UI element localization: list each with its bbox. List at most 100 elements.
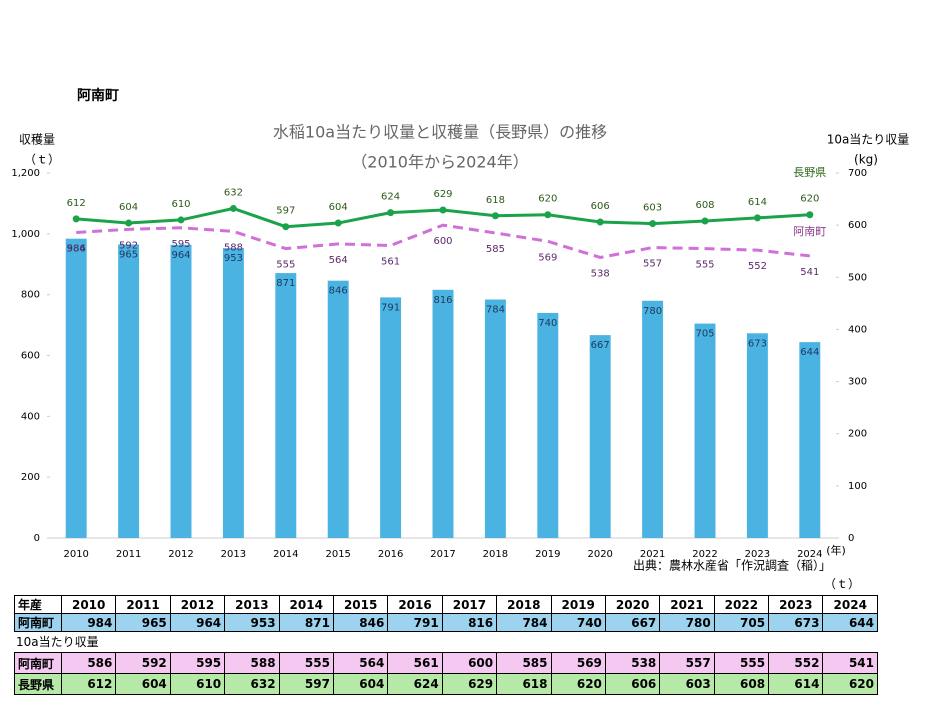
x-tick-label: 2020 (587, 549, 612, 560)
line-label: 561 (381, 256, 400, 267)
line-marker (491, 212, 499, 220)
line-marker (334, 219, 342, 227)
table-cell: 585 (496, 652, 552, 674)
line-label: 620 (538, 194, 557, 205)
line-label: 629 (433, 189, 452, 200)
bar (799, 342, 821, 538)
table-cell: 2020 (604, 595, 661, 614)
table-cell: 608 (713, 673, 770, 695)
table-cell: 614 (768, 673, 824, 695)
table-cell: 618 (496, 673, 552, 695)
table-cell: 871 (278, 613, 334, 632)
line-label: 624 (381, 192, 400, 203)
table-cell: 555 (713, 652, 770, 674)
y2-tick-label: 300 (848, 377, 867, 388)
table-cell: 2014 (278, 595, 334, 614)
bar (694, 323, 716, 538)
line-label: 555 (695, 260, 714, 271)
y2-tick-label: 600 (848, 220, 867, 231)
table-cell: 569 (550, 652, 606, 674)
x-tick-label: 2021 (640, 549, 665, 560)
y2-tick-label: 0 (848, 533, 854, 544)
bar-label: 816 (433, 295, 452, 306)
bar (118, 244, 140, 538)
line-label: 552 (748, 261, 767, 272)
bar (65, 238, 87, 538)
line-label: 588 (224, 242, 243, 253)
line-label: 538 (591, 268, 610, 279)
y-tick-label: 0 (34, 533, 40, 544)
table-cell: 長野県 (14, 673, 62, 695)
table-cell: 年産 (14, 595, 62, 614)
table-cell: 604 (332, 673, 389, 695)
table-cell: 595 (169, 652, 226, 674)
line-label: 557 (643, 259, 662, 270)
bar (484, 299, 506, 538)
table-cell: 2010 (60, 595, 117, 614)
line-label: 597 (276, 206, 295, 217)
table-cell: 632 (224, 673, 280, 695)
y2-tick-label: 400 (848, 324, 867, 335)
table-cell: 2023 (768, 595, 824, 614)
bar-label: 784 (486, 305, 505, 316)
table-cell: 740 (550, 613, 606, 632)
line-label: 608 (695, 200, 714, 211)
x-tick-label: 2012 (168, 549, 193, 560)
x-tick-label: 2018 (483, 549, 508, 560)
table-cell: 586 (60, 652, 117, 674)
table-cell: 2021 (659, 595, 715, 614)
table-cell: 816 (441, 613, 498, 632)
line-label: 585 (486, 244, 505, 255)
line (76, 223, 810, 260)
bar (642, 300, 664, 538)
line-marker (387, 209, 395, 217)
bar (327, 280, 349, 538)
x-tick-label: 2023 (745, 549, 770, 560)
table-cell: 784 (496, 613, 552, 632)
line-label: 555 (276, 260, 295, 271)
line-label: 541 (800, 267, 819, 278)
table-cell: 612 (60, 673, 117, 695)
x-tick-label: 2013 (221, 549, 246, 560)
line-marker (72, 215, 80, 223)
bar (222, 248, 244, 539)
page-title: 阿南町 (77, 87, 119, 104)
table-cell: 2011 (115, 595, 171, 614)
bar-label: 705 (695, 329, 714, 340)
table-cell: 624 (387, 673, 443, 695)
line-marker (229, 204, 237, 212)
bar-label: 964 (171, 250, 190, 261)
x-tick-label: 2016 (378, 549, 403, 560)
table-cell: 620 (822, 673, 878, 695)
bar (170, 244, 192, 539)
bar-label: 740 (538, 318, 557, 329)
y-tick-label: 200 (21, 472, 40, 483)
table-cell: 780 (659, 613, 715, 632)
y2-tick-label: 700 (848, 168, 867, 179)
harvest-table: 年産 2010 2011 2012 2013 2014 2015 2016 2017 2018 20… (14, 595, 878, 632)
line-label: 604 (119, 202, 138, 213)
y-axis-unit: （ｔ） (24, 153, 60, 167)
table-cell: 阿南町 (14, 652, 62, 674)
x-tick-label: 2015 (325, 549, 350, 560)
chart: 阿南町 水稲10a当たり収量と収穫量（長野県）の推移 （2010年から2024年… (11, 87, 909, 573)
bar (275, 273, 297, 538)
bar-label: 965 (119, 249, 138, 260)
line-label: 595 (171, 239, 190, 250)
x-tick-label: 2014 (273, 549, 298, 560)
y2-tick-label: 200 (848, 429, 867, 440)
bar-label: 871 (276, 278, 295, 289)
table-cell: 604 (115, 673, 171, 695)
line-marker (596, 218, 604, 226)
table-cell: 2013 (224, 595, 280, 614)
table-cell: 953 (224, 613, 280, 632)
y-tick-label: 1,000 (11, 229, 40, 240)
line-label: 586 (67, 243, 86, 254)
line-marker (439, 206, 447, 214)
y-tick-label: 800 (21, 290, 40, 301)
y-tick-label: 1,200 (11, 168, 40, 179)
table-cell: 2022 (713, 595, 770, 614)
chart-subtitle: （2010年から2024年） (351, 153, 528, 172)
line-label: 569 (538, 252, 557, 263)
